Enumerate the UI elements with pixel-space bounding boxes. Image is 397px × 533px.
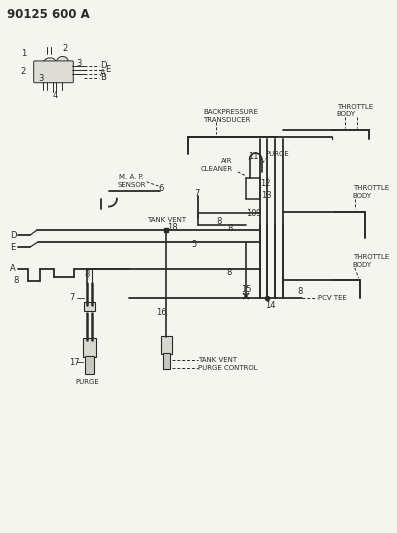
Text: A: A <box>100 69 106 78</box>
Text: B: B <box>100 73 106 82</box>
FancyBboxPatch shape <box>34 61 73 83</box>
Text: PCV TEE: PCV TEE <box>318 295 347 301</box>
Text: 9: 9 <box>256 209 261 218</box>
Text: 12: 12 <box>260 179 271 188</box>
Text: CLEANER: CLEANER <box>201 166 233 172</box>
Text: 13: 13 <box>262 191 272 200</box>
Text: BACKPRESSURE: BACKPRESSURE <box>203 109 258 116</box>
Text: 8: 8 <box>226 269 231 278</box>
Text: 7: 7 <box>69 293 75 302</box>
Text: 17: 17 <box>69 358 80 367</box>
Text: BODY: BODY <box>353 262 372 268</box>
Text: 11: 11 <box>248 151 258 160</box>
Text: 5: 5 <box>191 240 197 249</box>
Text: 16: 16 <box>156 308 167 317</box>
Text: 14: 14 <box>266 301 276 310</box>
Text: SENSOR: SENSOR <box>118 182 146 188</box>
Bar <box>84 302 95 311</box>
Ellipse shape <box>56 56 68 67</box>
Text: 10: 10 <box>246 209 256 218</box>
Text: 2: 2 <box>21 67 26 76</box>
Ellipse shape <box>43 58 56 70</box>
Text: BODY: BODY <box>337 111 356 117</box>
Text: 90125 600 A: 90125 600 A <box>7 8 90 21</box>
Text: 8: 8 <box>297 287 303 296</box>
Text: 8: 8 <box>84 270 90 279</box>
Text: TANK VENT: TANK VENT <box>146 217 186 223</box>
Text: D: D <box>100 61 106 70</box>
Bar <box>85 356 94 374</box>
Text: PURGE: PURGE <box>266 151 289 157</box>
Text: 8: 8 <box>228 224 233 233</box>
Bar <box>83 338 96 357</box>
Text: E: E <box>10 243 15 252</box>
Text: THROTTLE: THROTTLE <box>353 254 389 260</box>
Text: 8: 8 <box>14 277 19 285</box>
Text: D: D <box>10 231 16 240</box>
Text: 1: 1 <box>21 50 26 59</box>
Text: A: A <box>10 264 15 273</box>
Bar <box>162 336 172 354</box>
Text: PURGE CONTROL: PURGE CONTROL <box>198 365 258 371</box>
Text: TANK VENT: TANK VENT <box>198 357 237 363</box>
Text: 3: 3 <box>76 59 82 68</box>
Text: 15: 15 <box>241 285 251 294</box>
Text: 7: 7 <box>194 189 200 198</box>
Bar <box>164 353 170 369</box>
Text: E: E <box>105 66 110 74</box>
Text: 18: 18 <box>168 223 178 232</box>
Text: AIR: AIR <box>221 158 233 164</box>
Text: 3: 3 <box>39 74 44 83</box>
Text: THROTTLE: THROTTLE <box>337 103 373 109</box>
Text: M. A. P.: M. A. P. <box>119 174 144 180</box>
Text: 4: 4 <box>52 91 58 100</box>
Text: PURGE: PURGE <box>75 379 99 385</box>
Text: 8: 8 <box>216 217 222 226</box>
Text: BODY: BODY <box>353 192 372 199</box>
Text: 2: 2 <box>62 44 67 53</box>
Text: THROTTLE: THROTTLE <box>353 185 389 191</box>
Text: TRANSDUCER: TRANSDUCER <box>203 117 251 123</box>
Text: 6: 6 <box>158 184 164 193</box>
